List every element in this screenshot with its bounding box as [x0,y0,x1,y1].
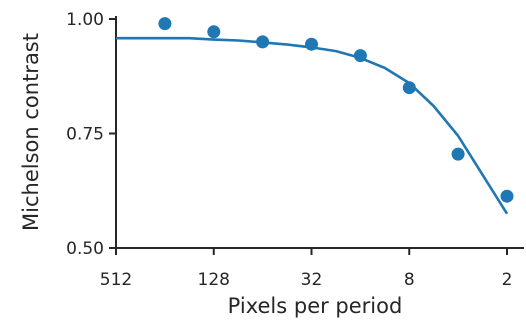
data-point [305,37,318,51]
x-tick-label: 8 [404,270,415,290]
data-point [451,147,465,161]
y-tick-label: 1.00 [66,10,104,30]
data-point [207,25,221,39]
ticks: 512 128 32 8 2 0.50 0.75 1.00 [66,10,512,290]
data-point [256,35,270,49]
x-tick-label: 2 [502,270,513,290]
x-tick-label: 32 [301,270,323,290]
axes [115,16,524,249]
data-point [353,49,367,63]
data-point [500,189,514,203]
x-tick-label: 128 [198,270,230,290]
y-tick-label: 0.50 [66,239,104,259]
data-point [158,17,172,31]
data-point [402,81,416,95]
x-tick-label: 512 [100,270,132,290]
fit-curve-line [116,36,509,215]
y-axis-title: Michelson contrast [19,33,43,231]
data-marks [116,17,514,215]
y-tick-label: 0.75 [66,125,104,145]
x-axis-title: Pixels per period [228,294,403,318]
